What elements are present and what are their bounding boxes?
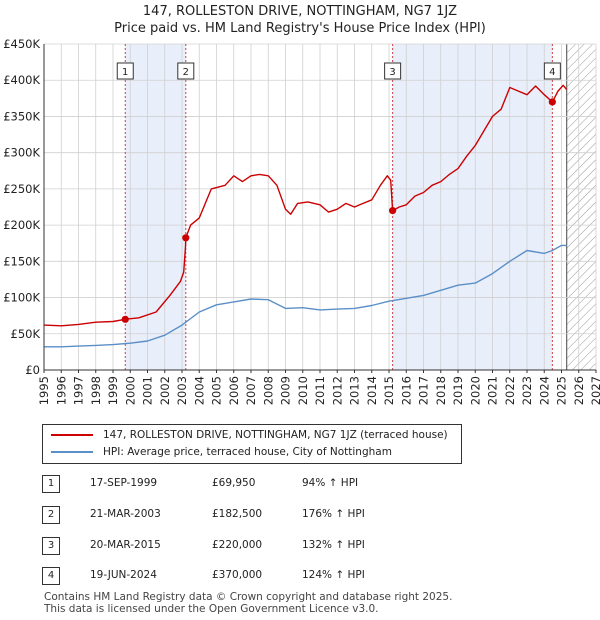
x-tick-label: 1995: [37, 376, 51, 405]
footer-copyright: Contains HM Land Registry data © Crown c…: [44, 591, 453, 603]
sale-hpi-change: 124% ↑ HPI: [302, 569, 365, 581]
x-tick-label: 2025: [555, 376, 569, 405]
sale-number-badge: 4: [42, 567, 60, 585]
legend-swatch-blue: [51, 451, 93, 453]
x-tick-label: 2026: [572, 376, 586, 405]
sale-date: 20-MAR-2015: [90, 539, 161, 551]
sale-date: 17-SEP-1999: [90, 477, 158, 489]
sale-price: £220,000: [212, 539, 263, 551]
x-tick-label: 1996: [54, 376, 68, 405]
sale-marker-box: [177, 62, 195, 80]
series-line-hpi: [44, 244, 567, 348]
chart-title: 147, ROLLESTON DRIVE, NOTTINGHAM, NG7 1J…: [142, 4, 458, 19]
x-tick-label: 2006: [227, 376, 241, 405]
x-tick-label: 2019: [451, 376, 465, 405]
x-tick-label: 2014: [365, 376, 379, 405]
x-tick-label: 2013: [348, 376, 362, 405]
series-line-property: [43, 84, 568, 327]
x-tick-label: 1997: [72, 376, 86, 405]
forecast-hatch: [566, 44, 596, 370]
sale-point: [182, 234, 190, 242]
x-tick-label: 2021: [486, 376, 500, 405]
y-tick-label: £300K: [3, 146, 40, 160]
x-tick-label: 2018: [434, 376, 448, 405]
x-tick-label: 2010: [296, 376, 310, 405]
x-tick-label: 2008: [261, 376, 275, 405]
x-tick-label: 2004: [192, 376, 206, 405]
x-tick-label: 2027: [589, 376, 600, 405]
x-tick-label: 2003: [175, 376, 189, 405]
x-tick-label: 2022: [503, 376, 517, 405]
x-tick-label: 1998: [89, 376, 103, 405]
sale-date: 21-MAR-2003: [90, 508, 161, 520]
x-tick-label: 2024: [537, 376, 551, 405]
legend: 147, ROLLESTON DRIVE, NOTTINGHAM, NG7 1J…: [42, 424, 462, 464]
ownership-shade: [392, 44, 553, 370]
ownership-shade: [125, 44, 186, 370]
y-tick-label: £50K: [11, 327, 41, 341]
sale-marker-label: 1: [122, 67, 128, 78]
x-tick-label: 2000: [123, 376, 137, 405]
legend-item-property: 147, ROLLESTON DRIVE, NOTTINGHAM, NG7 1J…: [51, 429, 448, 445]
x-tick-label: 2009: [279, 376, 293, 405]
y-tick-label: £200K: [3, 218, 40, 232]
x-tick-label: 2005: [210, 376, 224, 405]
price-chart: 1 2 3 4 £0 £50K £100K £150K £200K £250K £300K £350…: [3, 37, 600, 405]
sale-marker-box: [543, 62, 561, 80]
sale-marker-label: 4: [549, 67, 555, 78]
footer-licence: This data is licensed under the Open Gov…: [44, 603, 379, 615]
sale-hpi-change: 94% ↑ HPI: [302, 477, 359, 489]
sale-hpi-change: 176% ↑ HPI: [302, 508, 365, 520]
sale-price: £182,500: [212, 508, 263, 520]
sale-number-badge: 3: [42, 537, 60, 555]
y-tick-label: £0: [25, 363, 40, 377]
x-tick-label: 2012: [330, 376, 344, 405]
sale-price: £370,000: [212, 569, 263, 581]
x-tick-label: 2020: [468, 376, 482, 405]
sale-marker-box: [116, 62, 134, 80]
sale-point: [389, 207, 397, 215]
sale-marker-label: 3: [389, 67, 395, 78]
x-tick-label: 2023: [520, 376, 534, 405]
y-tick-label: £250K: [3, 182, 40, 196]
x-tick-label: 1999: [106, 376, 120, 405]
sale-marker-label: 2: [183, 67, 189, 78]
chart-subtitle: Price paid vs. HM Land Registry's House …: [114, 21, 486, 36]
sale-point: [548, 98, 556, 106]
x-tick-label: 2002: [158, 376, 172, 405]
x-tick-label: 2007: [244, 376, 258, 405]
x-tick-label: 2001: [141, 376, 155, 405]
sale-number-badge: 1: [42, 475, 60, 493]
y-tick-label: £150K: [3, 254, 40, 268]
sale-point: [121, 315, 129, 323]
legend-label-property: 147, ROLLESTON DRIVE, NOTTINGHAM, NG7 1J…: [103, 429, 448, 441]
sale-number-badge: 2: [42, 506, 60, 524]
y-tick-label: £400K: [3, 73, 40, 87]
x-tick-label: 2017: [417, 376, 431, 405]
y-tick-label: £450K: [3, 37, 40, 51]
x-tick-label: 2015: [382, 376, 396, 405]
x-tick-label: 2016: [399, 376, 413, 405]
y-tick-label: £100K: [3, 291, 40, 305]
sale-marker-box: [384, 62, 402, 80]
sale-price: £69,950: [212, 477, 256, 489]
legend-label-hpi: HPI: Average price, terraced house, City…: [103, 446, 392, 458]
x-tick-label: 2011: [313, 376, 327, 405]
legend-swatch-red: [51, 434, 93, 436]
y-tick-label: £350K: [3, 109, 40, 123]
sale-hpi-change: 132% ↑ HPI: [302, 539, 365, 551]
legend-item-hpi: HPI: Average price, terraced house, City…: [51, 446, 392, 462]
sale-date: 19-JUN-2024: [90, 569, 157, 581]
